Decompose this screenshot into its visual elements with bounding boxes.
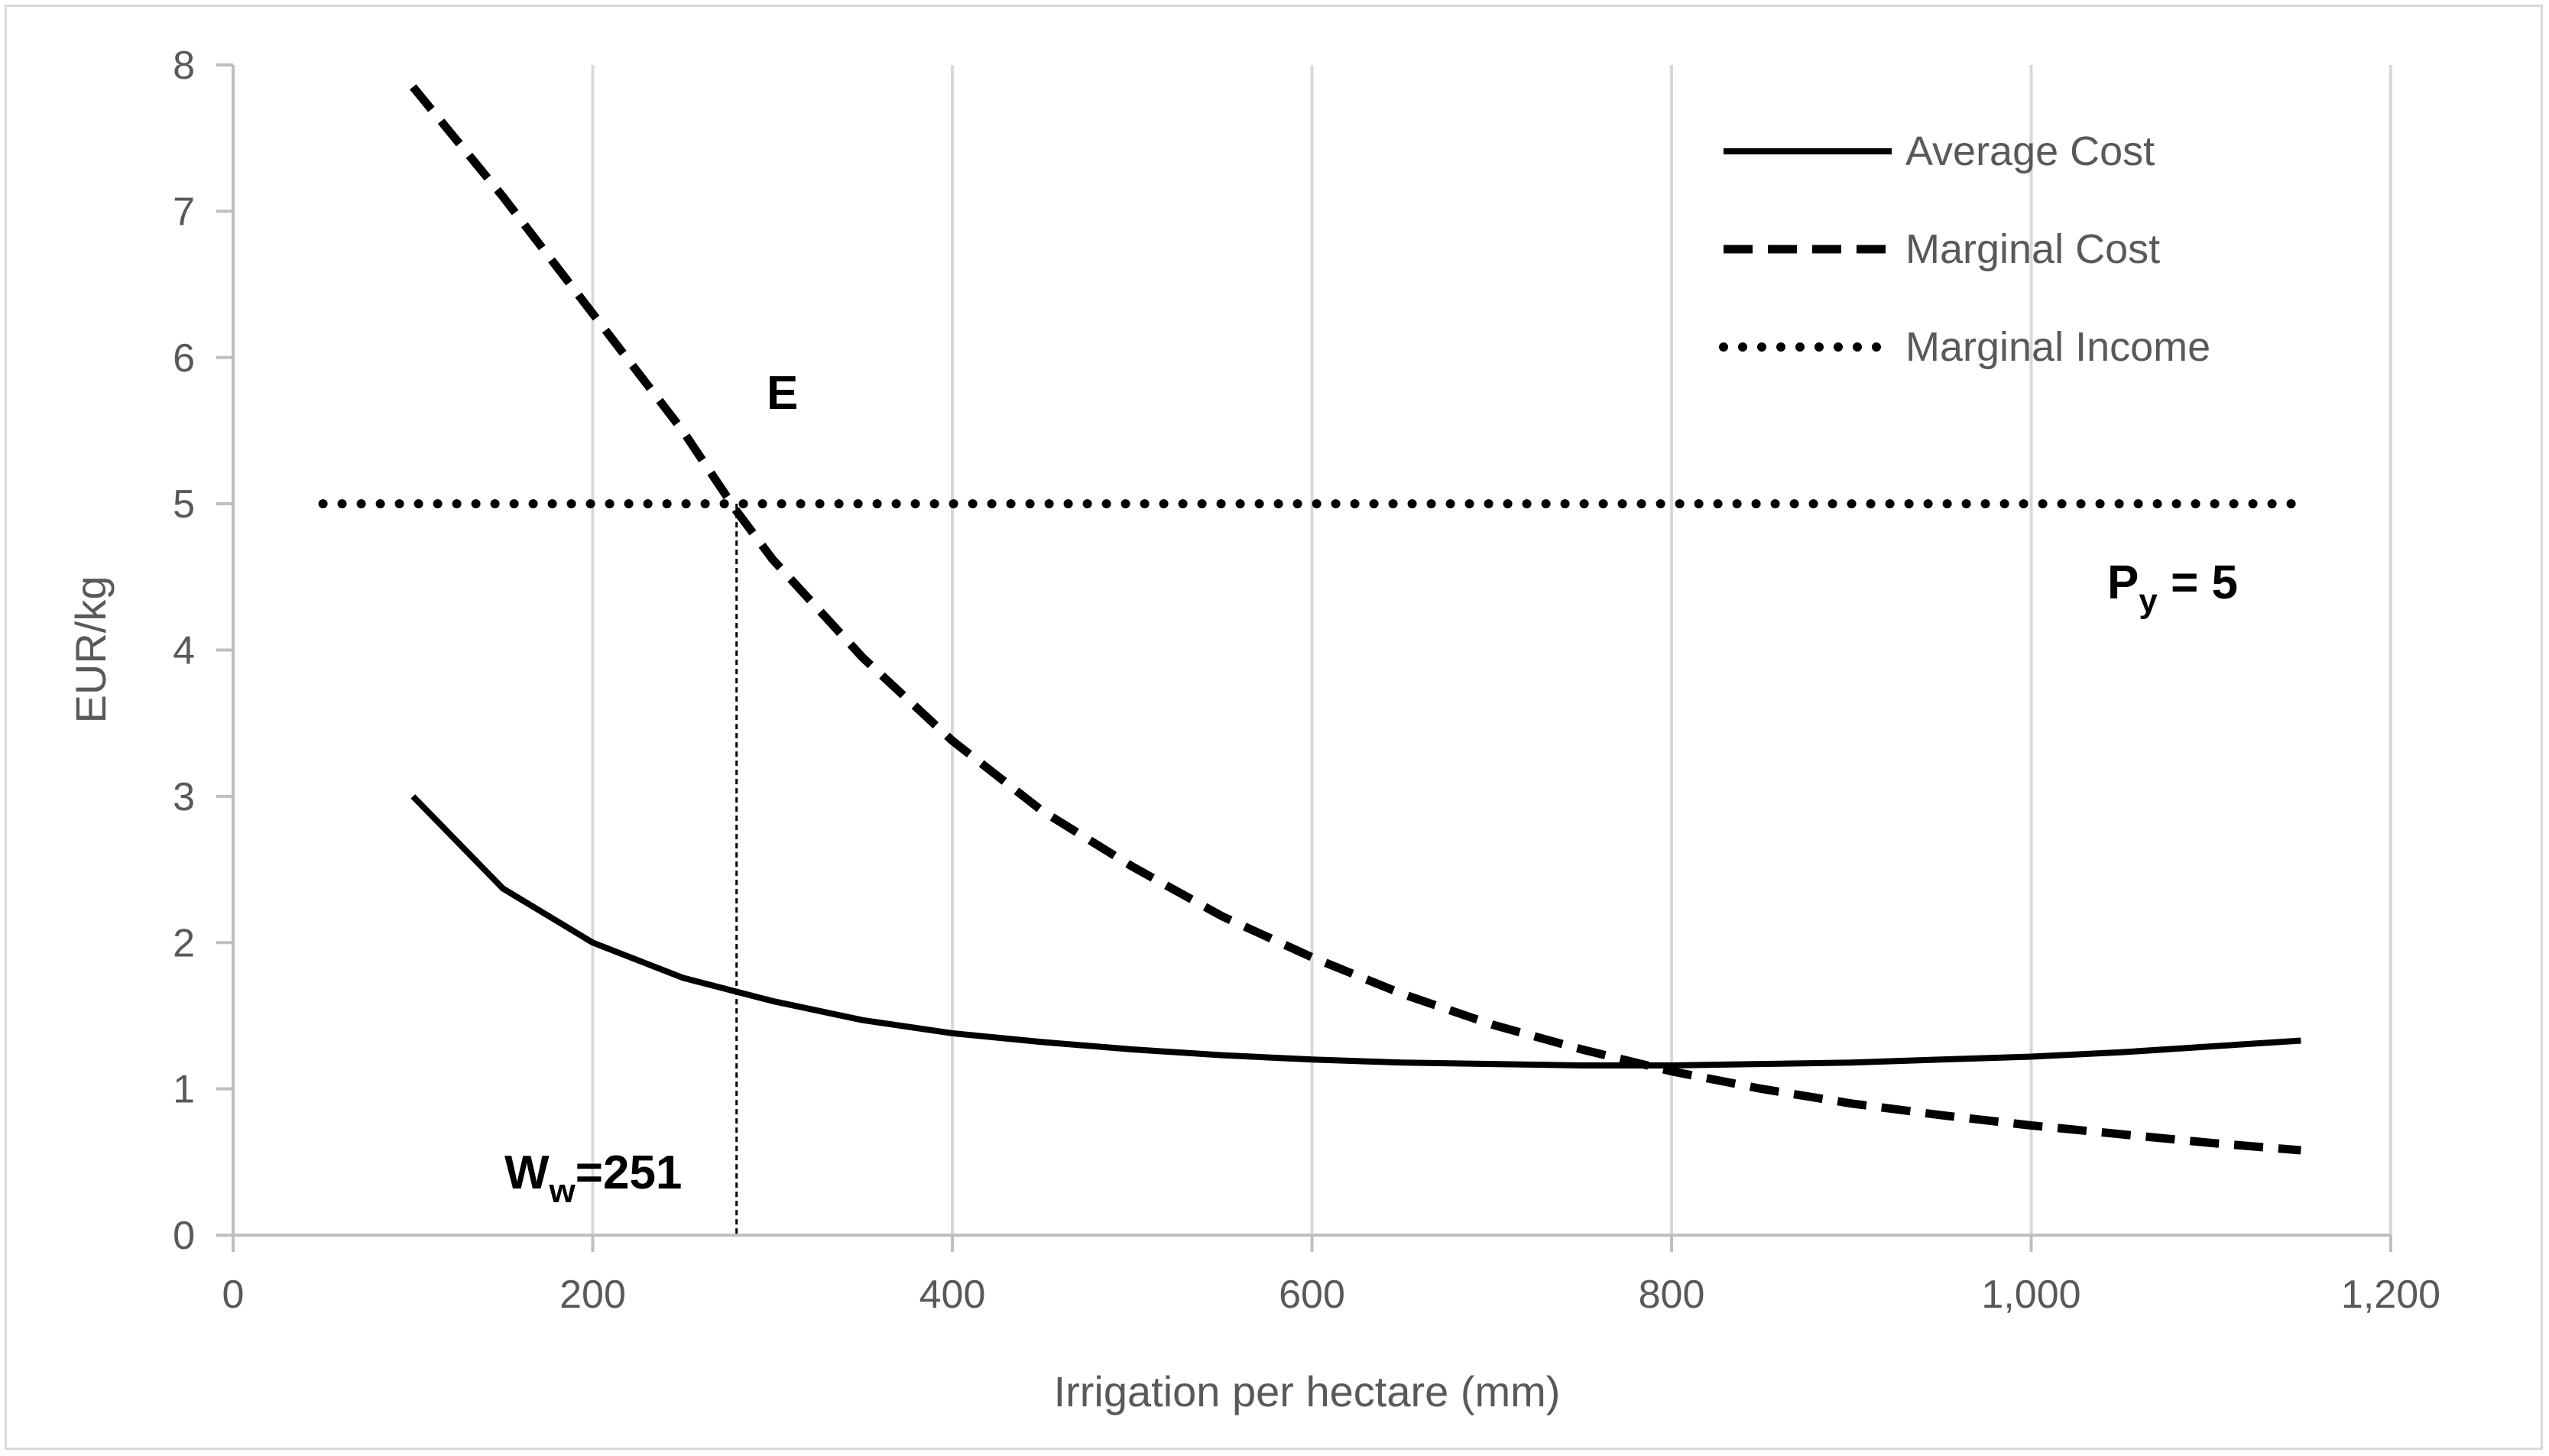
y-tick-label-0: 0 bbox=[173, 1214, 195, 1258]
legend-label-marginal-cost: Marginal Cost bbox=[1905, 226, 2160, 272]
water-label-subscript: w bbox=[549, 1172, 576, 1210]
water-label: Ww=251 bbox=[504, 1146, 682, 1210]
gridlines bbox=[591, 65, 2392, 1235]
price-label-subscript: y bbox=[2139, 582, 2158, 620]
legend-label-average-cost: Average Cost bbox=[1905, 128, 2155, 174]
y-tick-label-4: 4 bbox=[173, 629, 195, 673]
x-tick-label-200: 200 bbox=[559, 1273, 626, 1317]
x-tick-label-0: 0 bbox=[222, 1273, 245, 1317]
x-tick-label-600: 600 bbox=[1279, 1273, 1345, 1317]
equilibrium-label: E bbox=[767, 367, 798, 420]
water-label-main: W bbox=[504, 1146, 550, 1199]
y-tick-label-6: 6 bbox=[173, 336, 195, 381]
series-marginal-cost bbox=[410, 84, 2301, 1155]
legend-label-marginal-income: Marginal Income bbox=[1905, 324, 2210, 370]
chart-frame bbox=[5, 5, 2543, 1450]
y-tick-labels: 0 1 2 3 4 5 6 7 8 bbox=[173, 44, 195, 1258]
price-label: Py = 5 bbox=[2107, 556, 2238, 620]
water-label-value: =251 bbox=[576, 1146, 683, 1199]
price-label-main: P bbox=[2107, 556, 2139, 609]
x-tick-label-1200: 1,200 bbox=[2341, 1273, 2440, 1317]
x-tick-label-400: 400 bbox=[919, 1273, 986, 1317]
y-tick-label-1: 1 bbox=[173, 1068, 195, 1112]
x-axis-title: Irrigation per hectare (mm) bbox=[1054, 1367, 1561, 1415]
y-tick-label-5: 5 bbox=[173, 482, 195, 527]
y-tick-label-2: 2 bbox=[173, 921, 195, 965]
x-tick-labels: 0 200 400 600 800 1,000 1,200 bbox=[222, 1273, 2441, 1317]
legend: Average Cost Marginal Cost Marginal Income bbox=[1719, 128, 2210, 370]
series-average-cost bbox=[410, 794, 2301, 1068]
y-axis-title: EUR/kg bbox=[66, 576, 115, 724]
x-tick-label-800: 800 bbox=[1639, 1273, 1705, 1317]
x-tick-label-1000: 1,000 bbox=[1981, 1273, 2080, 1317]
series-lines bbox=[318, 84, 2306, 1155]
y-tick-label-8: 8 bbox=[173, 44, 195, 88]
price-label-value: = 5 bbox=[2158, 556, 2238, 609]
y-tick-label-7: 7 bbox=[173, 190, 195, 234]
annotations: E Py = 5 Ww=251 bbox=[504, 367, 2238, 1235]
y-tick-label-3: 3 bbox=[173, 775, 195, 819]
axes bbox=[216, 63, 2392, 1252]
